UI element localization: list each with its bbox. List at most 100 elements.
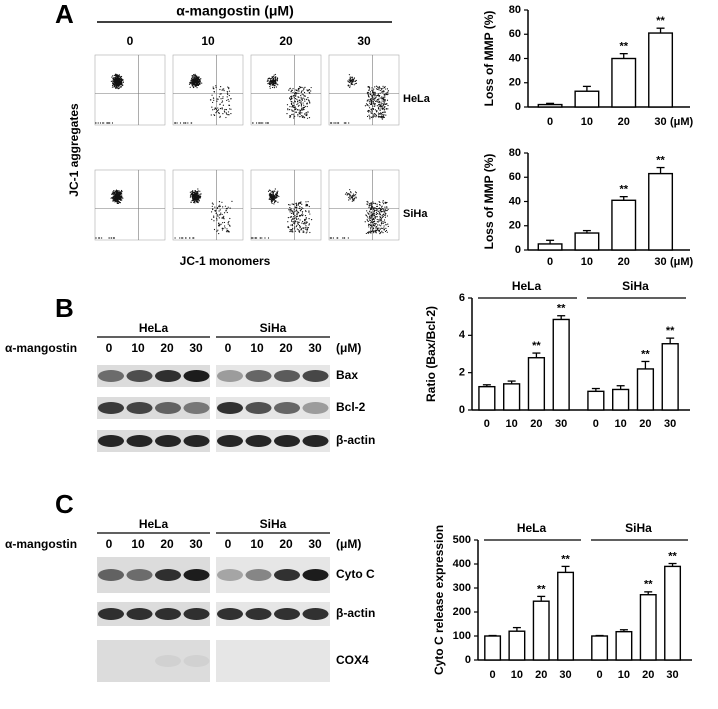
event-dot	[296, 218, 298, 221]
event-dot	[380, 211, 382, 213]
event-dot	[377, 87, 380, 89]
event-dot	[275, 194, 277, 196]
event-dot	[222, 104, 225, 106]
event-dot	[193, 237, 195, 239]
event-dot	[371, 207, 373, 210]
x-unit-label: (μM)	[670, 116, 694, 128]
event-dot	[197, 76, 199, 79]
event-dot	[194, 73, 196, 75]
event-dot	[216, 219, 218, 221]
event-dot	[270, 78, 272, 80]
event-dot	[276, 196, 278, 198]
event-dot	[268, 198, 270, 200]
event-dot	[368, 114, 370, 116]
bar	[591, 635, 609, 661]
blot-strip	[97, 640, 210, 682]
event-dot	[296, 206, 298, 208]
event-dot	[294, 108, 297, 111]
event-dot	[374, 93, 376, 95]
event-dot	[368, 105, 370, 107]
event-dot	[374, 223, 376, 225]
event-dot	[366, 220, 369, 222]
event-dot	[375, 227, 377, 229]
blot-band	[98, 370, 124, 382]
y-tick-label: 0	[465, 654, 471, 666]
event-dot	[370, 202, 372, 204]
event-dot	[347, 84, 349, 86]
event-dot	[298, 207, 300, 209]
event-dot	[375, 115, 377, 117]
event-dot	[379, 109, 381, 112]
event-dot	[375, 100, 377, 102]
event-dot	[386, 88, 389, 90]
event-dot	[381, 227, 383, 230]
event-dot	[213, 220, 215, 222]
event-dot	[214, 206, 216, 208]
event-dot	[384, 214, 386, 216]
event-dot	[293, 106, 296, 109]
event-dot	[271, 195, 273, 197]
event-dot	[218, 205, 220, 207]
blot-band	[245, 370, 272, 382]
event-dot	[219, 93, 221, 95]
event-dot	[201, 82, 203, 84]
event-dot	[379, 89, 381, 92]
significance-label: **	[619, 184, 628, 196]
event-dot	[299, 101, 301, 103]
event-dot	[382, 90, 385, 92]
event-dot	[373, 209, 376, 211]
event-dot	[217, 109, 220, 111]
event-dot	[336, 237, 338, 239]
event-dot	[299, 112, 302, 114]
treatment-label: α-mangostin	[5, 341, 77, 355]
event-dot	[349, 194, 351, 197]
dose-label: 30	[308, 341, 322, 355]
event-dot	[367, 95, 370, 97]
event-dot	[272, 193, 274, 195]
event-dot	[380, 97, 382, 99]
panel-label: B	[55, 293, 74, 323]
event-dot	[302, 220, 304, 223]
event-dot	[299, 201, 301, 204]
event-dot	[272, 192, 275, 194]
event-dot	[227, 223, 229, 225]
event-dot	[299, 226, 302, 228]
event-dot	[302, 94, 304, 96]
event-dot	[118, 88, 120, 90]
event-dot	[301, 207, 303, 209]
event-dot	[379, 106, 382, 108]
event-dot	[193, 194, 195, 196]
event-dot	[296, 224, 298, 227]
event-dot	[300, 105, 303, 107]
x-axis-label: JC-1 monomers	[180, 254, 271, 268]
event-dot	[227, 98, 229, 101]
event-dot	[268, 82, 270, 84]
event-dot	[113, 74, 116, 76]
event-dot	[223, 110, 225, 112]
event-dot	[223, 218, 225, 220]
blot-band	[245, 402, 272, 414]
event-dot	[386, 231, 388, 233]
event-dot	[369, 211, 371, 213]
event-dot	[379, 92, 381, 94]
event-dot	[192, 79, 194, 81]
event-dot	[380, 219, 383, 221]
x-tick-label: 0	[547, 116, 553, 128]
event-dot	[307, 99, 310, 101]
event-dot	[302, 115, 304, 117]
event-dot	[299, 205, 301, 208]
event-dot	[176, 122, 178, 124]
event-dot	[370, 99, 373, 102]
event-dot	[118, 84, 120, 86]
event-dot	[219, 205, 221, 208]
flow-plot	[250, 54, 322, 126]
y-tick-label: 400	[453, 558, 471, 570]
event-dot	[228, 87, 230, 89]
event-dot	[218, 222, 220, 224]
unit-label: (μM)	[336, 341, 361, 355]
event-dot	[298, 90, 300, 92]
event-dot	[384, 98, 386, 101]
event-dot	[191, 196, 194, 199]
event-dot	[294, 217, 296, 219]
event-dot	[291, 223, 293, 226]
